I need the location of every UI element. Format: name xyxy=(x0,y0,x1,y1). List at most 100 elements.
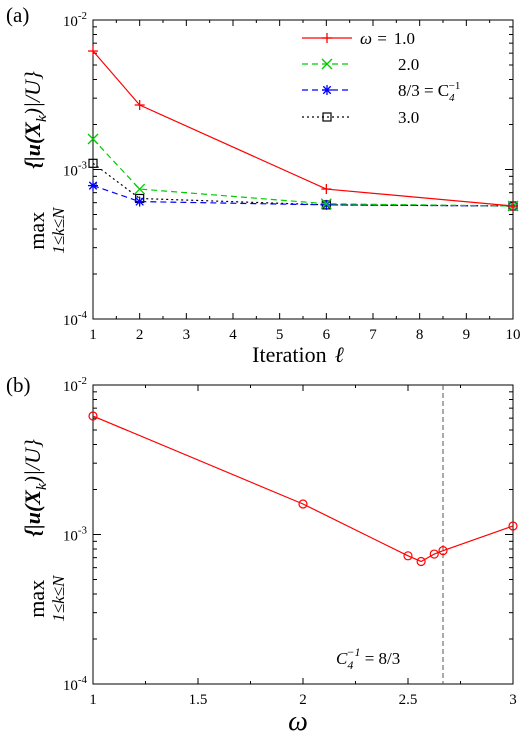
panel-a-ylabel-sub: 1≤k≤N xyxy=(49,206,68,254)
panel-b-ylabel-tail: )|/U} xyxy=(20,439,45,485)
y-tick-exp: -3 xyxy=(78,160,88,172)
series-3-point xyxy=(88,158,98,168)
legend-value-3: 3.0 xyxy=(398,108,419,127)
y-tick-base: 10 xyxy=(63,529,78,545)
series-0-point xyxy=(438,546,448,556)
panel-b-ticks: 1 1.5 2 2.5 310-210-310-4 xyxy=(63,375,517,708)
y-tick-label: 10-2 xyxy=(63,375,87,395)
series-2-point xyxy=(135,197,144,206)
panel-a-ylabel-expr: {|u(X xyxy=(20,121,45,169)
panel-b: (b) 1 1.5 2 2.5 310-210-310-4 C4−1 = 8/3 max… xyxy=(6,373,518,735)
panel-b-annotation-tail: = 8/3 xyxy=(360,649,400,668)
series-1-point xyxy=(87,133,99,145)
y-tick-exp: -3 xyxy=(78,525,88,537)
panel-a-ylabel-k: k xyxy=(34,115,50,122)
x-tick-label: 2 xyxy=(136,327,144,343)
panel-b-annotation-sub: 4 xyxy=(347,658,353,672)
panel-b-ylabel-sub: 1≤k≤N xyxy=(49,574,68,622)
svg-text:max 1≤k≤N {|u(: max 1≤k≤N {|u(Xk)|/U} xyxy=(20,71,69,254)
y-tick-base: 10 xyxy=(63,164,78,180)
panel-b-plot-frame xyxy=(92,384,514,685)
y-tick-exp: -4 xyxy=(78,674,88,686)
series-line-2 xyxy=(92,185,514,207)
x-tick-label: 4 xyxy=(229,327,237,343)
x-tick-label: 7 xyxy=(369,327,377,343)
legend-label-3: 3.0 xyxy=(398,108,419,127)
panel-b-ylabel-max: max xyxy=(24,580,49,618)
series-0-point xyxy=(416,556,426,567)
x-tick-label: 3 xyxy=(183,327,191,343)
panel-b-label: (b) xyxy=(6,373,31,397)
series-1-point xyxy=(134,183,146,195)
panel-b-series xyxy=(88,385,518,684)
x-tick-label: 9 xyxy=(463,327,471,343)
legend-value-2: 8/3 = C xyxy=(398,81,449,100)
x-tick-label: 2.5 xyxy=(399,692,418,708)
series-0-point xyxy=(429,549,439,559)
y-tick-label: 10-3 xyxy=(63,160,88,180)
y-tick-base: 10 xyxy=(63,14,78,30)
panel-a-xlabel-text: Iteration xyxy=(252,342,327,367)
legend-label-0: ω = 1.0 xyxy=(360,29,415,48)
x-tick-label: 1 xyxy=(89,327,97,343)
series-0-point xyxy=(298,499,308,509)
panel-a-xlabel-symbol: ℓ xyxy=(335,342,345,367)
series-1-point xyxy=(320,198,332,210)
legend-label-1: 2.0 xyxy=(398,55,419,74)
series-line-1 xyxy=(92,138,514,207)
legend-marker-3 xyxy=(322,112,332,122)
y-tick-label: 10-2 xyxy=(63,10,87,30)
y-tick-exp: -2 xyxy=(78,375,87,387)
series-line-0 xyxy=(92,415,514,563)
legend-label-2: 8/3 = C4−1 xyxy=(398,80,460,104)
panel-a-ylabel-max: max xyxy=(24,212,49,250)
y-tick-base: 10 xyxy=(63,678,78,694)
panel-b-x-axis-label: ω xyxy=(288,706,308,735)
x-tick-label: 1 xyxy=(89,692,97,708)
panel-a-ylabel-tail: )|/U} xyxy=(20,71,45,117)
panel-a-legend: ω = 1.0 2.0 8/3 = C4−1 3.0 xyxy=(302,29,460,127)
legend-marker-2 xyxy=(322,85,332,95)
series-line-3 xyxy=(92,162,514,207)
panel-b-ylabel-k: k xyxy=(34,483,50,490)
x-tick-label: 5 xyxy=(276,327,284,343)
panel-a-label: (a) xyxy=(6,3,29,27)
legend-value-0: 1.0 xyxy=(394,29,415,48)
y-tick-base: 10 xyxy=(63,379,78,395)
series-2-point xyxy=(88,181,98,190)
legend-marker-1 xyxy=(321,58,333,70)
panel-a-series xyxy=(87,46,519,212)
y-tick-exp: -2 xyxy=(78,10,87,22)
series-0-point xyxy=(508,521,518,531)
panel-b-y-axis-label: max 1≤k≤N {|u(Xk)|/U} xyxy=(20,439,69,622)
y-tick-label: 10-4 xyxy=(63,674,88,694)
panel-b-ylabel-expr: {|u(X xyxy=(20,489,45,537)
panel-a-y-axis-label: max 1≤k≤N {|u(Xk)|/U} xyxy=(20,71,69,254)
x-tick-label: 6 xyxy=(323,327,331,343)
svg-text:max 1≤k≤N {|u(: max 1≤k≤N {|u(Xk)|/U} xyxy=(20,439,69,622)
legend-sub-2: 4 xyxy=(449,92,455,104)
y-tick-label: 10-3 xyxy=(63,525,88,545)
x-tick-label: 3 xyxy=(509,692,517,708)
x-tick-label: 10 xyxy=(506,327,521,343)
y-tick-exp: -4 xyxy=(78,309,88,321)
legend-sup-2: −1 xyxy=(449,80,461,92)
x-tick-label: 2 xyxy=(299,692,307,708)
panel-a-x-axis-label: Iteration ℓ xyxy=(252,342,345,367)
series-line-0 xyxy=(92,50,514,207)
y-tick-label: 10-4 xyxy=(63,309,88,329)
panel-a-plot-frame xyxy=(92,19,514,320)
series-0-point xyxy=(88,411,98,421)
series-2-point xyxy=(322,200,331,210)
legend-title-symbol: ω = xyxy=(360,29,388,48)
legend-value-1: 2.0 xyxy=(398,55,419,74)
series-0-point xyxy=(403,551,413,561)
panel-b-annotation-sup: −1 xyxy=(346,645,360,659)
x-tick-label: 8 xyxy=(416,327,424,343)
panel-b-annotation: C4−1 = 8/3 xyxy=(336,645,400,672)
y-tick-base: 10 xyxy=(63,313,78,329)
x-tick-label: 1.5 xyxy=(189,692,208,708)
